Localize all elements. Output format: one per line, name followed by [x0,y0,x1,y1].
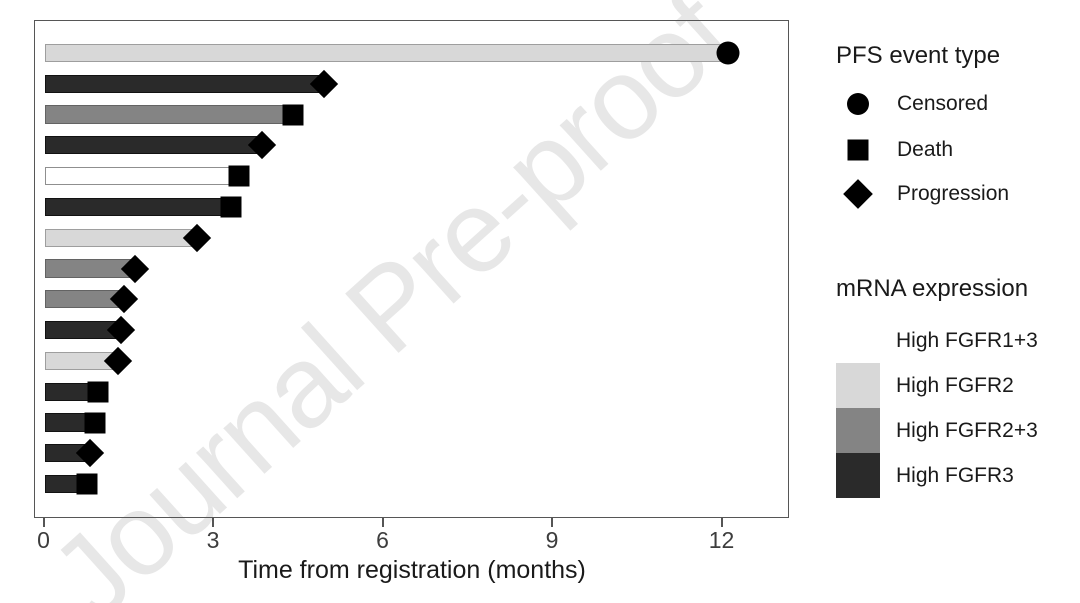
diamond-legend-key [843,179,873,209]
patient-bar [44,105,294,124]
patient-bar [44,197,231,217]
square-legend-key [847,139,869,161]
square-event-marker [228,165,250,187]
x-axis-tick [381,518,384,527]
x-axis-tick [212,518,214,527]
patient-bar [44,74,325,93]
square-event-marker [282,104,304,125]
pfs-legend-label: Death [897,138,954,161]
x-axis-tick-label: 9 [545,527,559,553]
x-axis-tick-label: 0 [37,527,50,553]
mrna-legend-swatch [836,453,880,498]
mrna-legend-swatch [836,318,880,363]
x-axis-tick-label: 12 [708,527,735,553]
x-axis-tick-label: 6 [376,527,389,553]
x-axis-tick [42,518,45,527]
patient-bar [44,228,198,247]
patient-bar [44,43,729,63]
pfs-legend-title: PFS event type [836,42,1001,69]
mrna-legend-label: High FGFR2+3 [896,418,1038,442]
mrna-legend-swatch [836,363,880,408]
pfs-legend-label: Censored [897,92,989,115]
plot-panel [34,20,789,518]
x-axis-tick-label: 3 [206,527,220,553]
circle-event-marker [716,41,740,65]
x-axis-tick [551,518,553,527]
mrna-legend-swatch [836,408,880,453]
patient-bar [44,166,240,186]
patient-bar [44,136,263,155]
mrna-legend-label: High FGFR1+3 [896,328,1038,352]
x-axis-tick [720,518,723,527]
mrna-legend-label: High FGFR3 [896,463,1014,487]
square-event-marker [76,473,98,495]
circle-legend-key [847,93,869,115]
pfs-legend-label: Progression [897,182,1010,205]
square-event-marker [220,196,242,218]
mrna-legend-label: High FGFR2 [896,373,1014,397]
square-event-marker [87,381,109,403]
x-axis-title: Time from registration (months) [238,556,586,584]
mrna-legend-title: mRNA expression [836,275,1029,302]
square-event-marker [84,412,106,433]
